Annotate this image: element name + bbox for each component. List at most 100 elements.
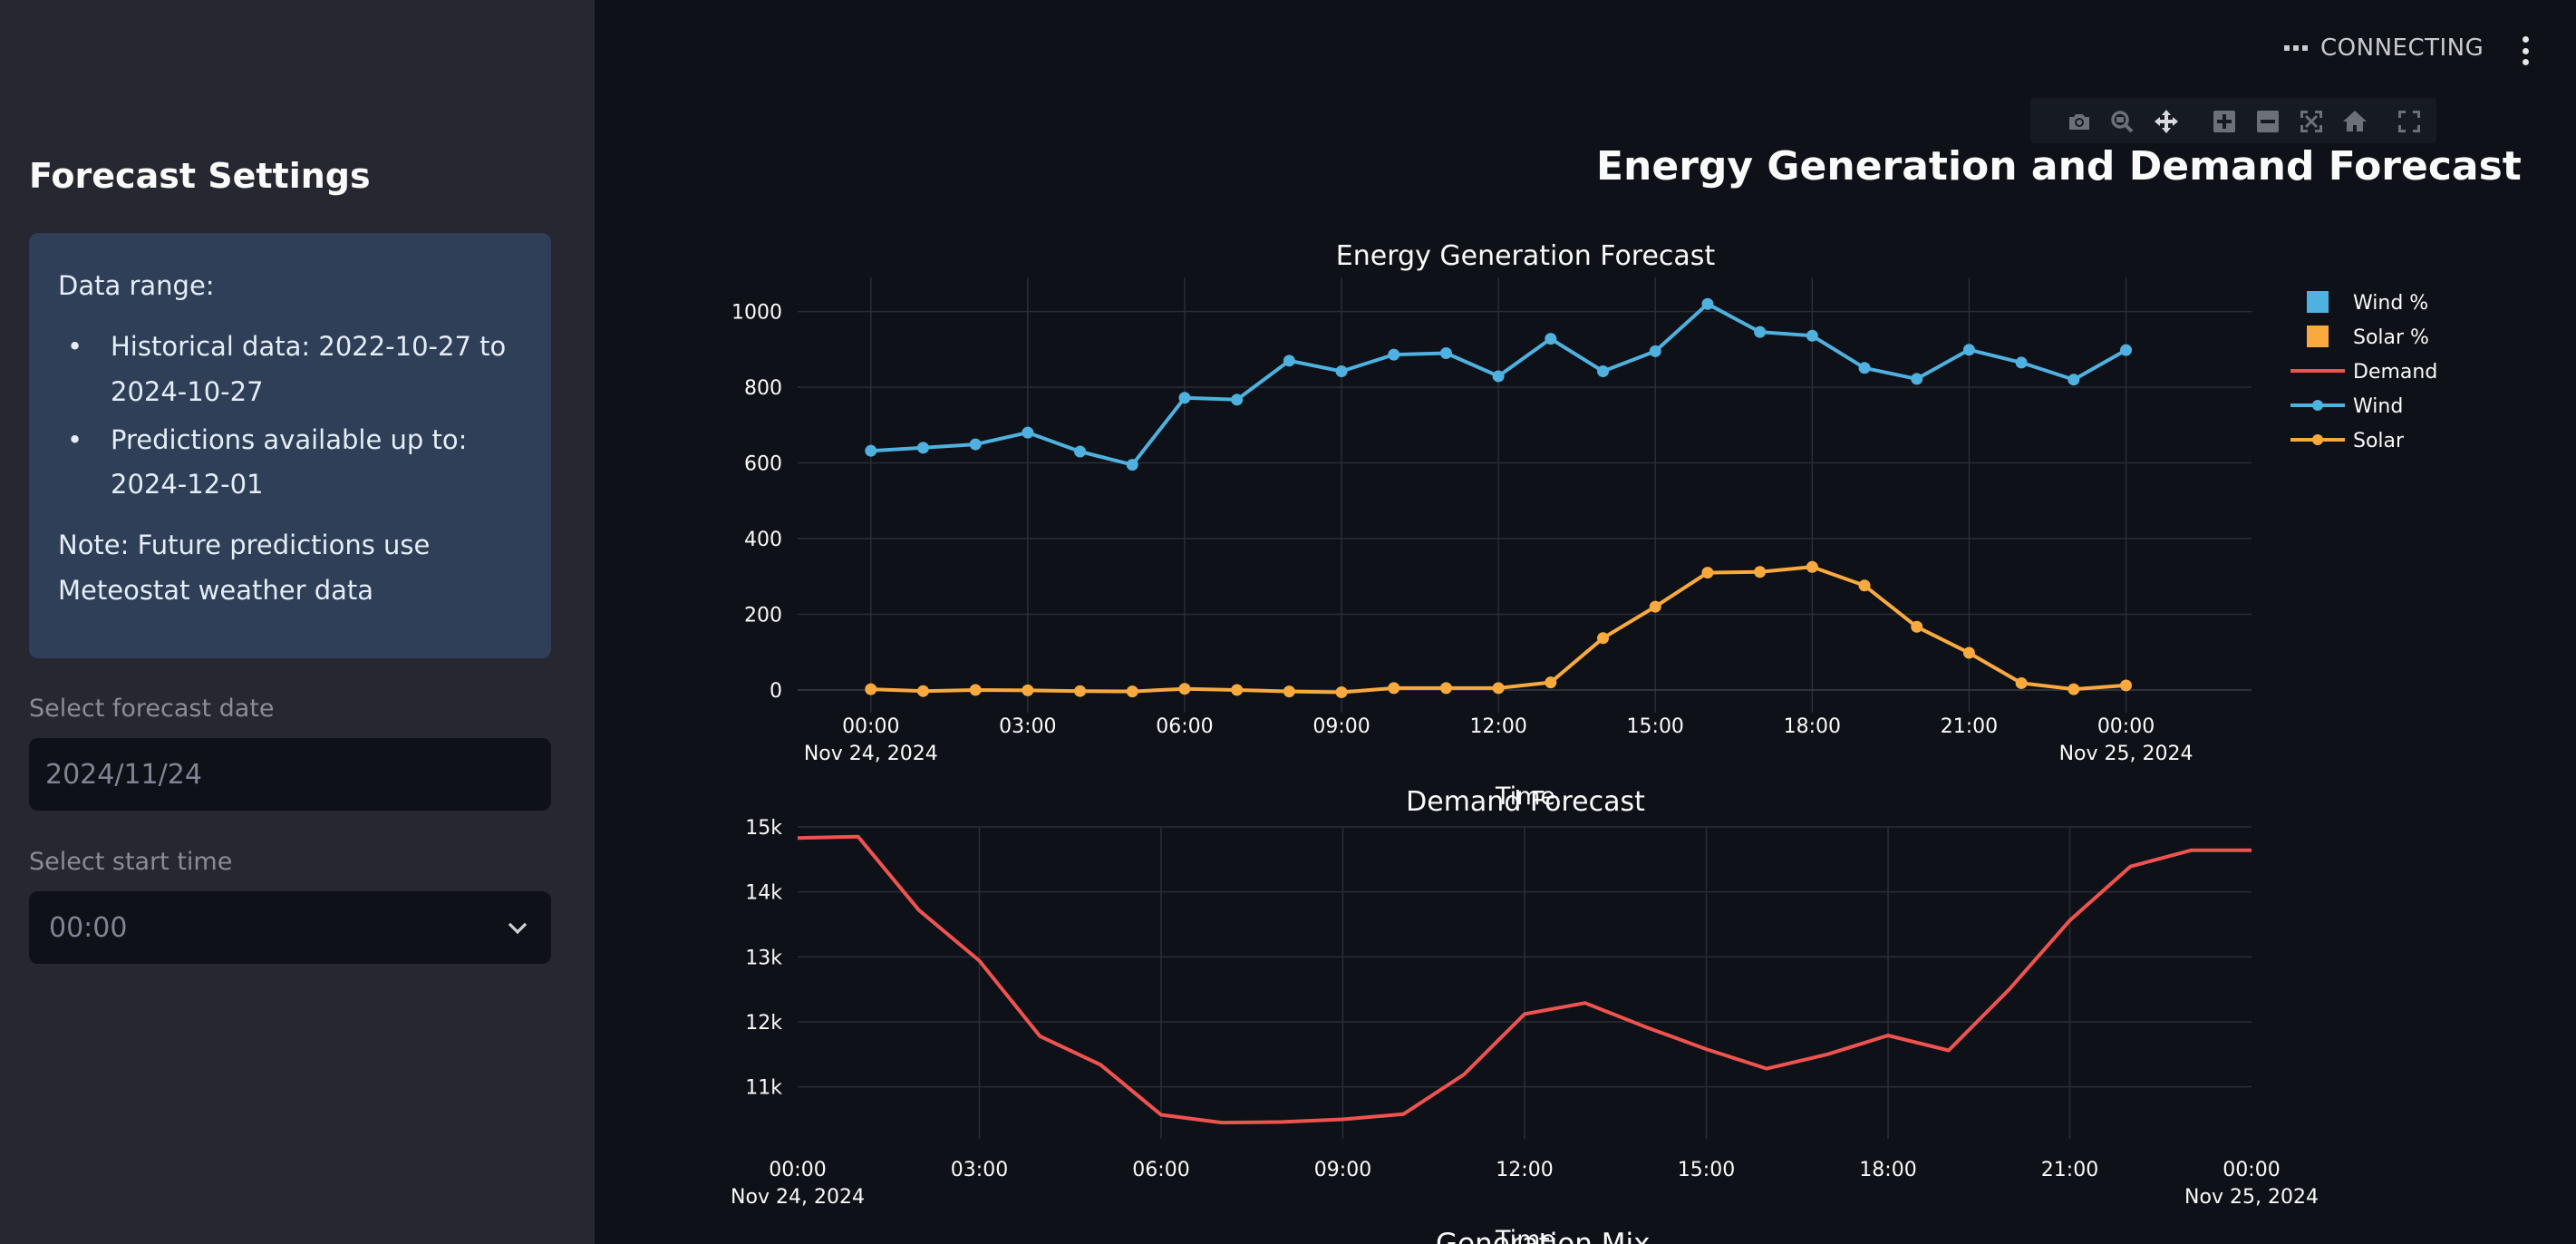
connecting-dots-icon [2284,45,2308,51]
forecast-date-label: Select forecast date [29,695,275,723]
wind-point [1858,362,1871,374]
solar-point [1597,632,1610,645]
gen-x-tick-label: 09:00 [1312,715,1370,738]
legend-label: Wind % [2353,292,2428,315]
wind-point [1806,329,1818,342]
wind-point [1283,355,1295,367]
gen-x-tick-label: 00:00 [2097,715,2155,738]
wind-point [969,438,982,451]
dem-y-tick-label: 12k [745,1012,782,1035]
dem-y-tick-label: 13k [745,947,782,969]
camera-icon[interactable] [2067,109,2092,134]
info-list: Historical data: 2022-10-27 to 2024-10-2… [58,325,522,507]
connection-status-text: CONNECTING [2320,34,2484,62]
wind-point [1545,333,1557,345]
gen-y-tick-label: 800 [744,377,782,400]
generation-labels: 00:00 03:00 06:00 09:00 12:00 15:00 18:00 21:00… [731,302,2193,765]
fullscreen-icon[interactable] [2397,109,2422,134]
solar-point [969,684,982,696]
gen-y-tick-label: 600 [744,453,782,476]
wind-point [1701,297,1714,310]
legend-marker [2312,400,2323,411]
zoom-icon[interactable] [2109,109,2135,134]
generation-legend[interactable]: Wind % Solar % Demand Wind Solar [2290,291,2437,452]
dem-x-tick-label: 21:00 [2041,1159,2098,1181]
wind-point [865,444,877,457]
demand-xaxis-title: Time [1495,1226,1555,1244]
legend-item-demand: Demand [2290,361,2437,384]
legend-item-solar-pct: Solar % [2307,326,2429,349]
dem-y-tick-label: 14k [745,882,782,905]
legend-item-solar: Solar [2290,430,2405,452]
legend-swatch [2307,326,2329,347]
wind-point [1492,370,1505,383]
solar-point [1962,646,1975,659]
dem-x-tick-label: 09:00 [1314,1159,1371,1181]
dem-x-date-label: Nov 25, 2024 [2184,1186,2319,1209]
solar-point [1911,620,1923,633]
gen-y-tick-label: 0 [770,680,782,703]
main-menu-button[interactable] [2520,36,2531,65]
chart-modebar [2030,98,2436,143]
solar-point [1022,684,1034,696]
gen-x-tick-label: 03:00 [999,715,1056,738]
solar-point [1701,567,1714,579]
info-item-historical: Historical data: 2022-10-27 to 2024-10-2… [58,325,522,414]
gen-x-tick-label: 15:00 [1627,715,1684,738]
solar-point [2068,683,2080,695]
wind-point [1962,344,1975,356]
wind-point [1911,373,1923,385]
wind-point [916,442,929,454]
wind-point [1126,459,1138,471]
autoscale-icon[interactable] [2299,109,2324,134]
solar-point [1439,682,1452,695]
dem-x-tick-label: 18:00 [1859,1159,1916,1181]
solar-point [1754,566,1767,578]
solar-point [1492,682,1505,695]
gen-x-tick-label: 12:00 [1469,715,1526,738]
wind-point [1649,345,1661,357]
page-title: Energy Generation and Demand Forecast [1596,143,2522,190]
dem-x-tick-label: 00:00 [2223,1159,2280,1181]
zoom-out-icon[interactable] [2255,109,2281,134]
demand-series [797,834,2252,1125]
solar-point [2015,676,2028,689]
reset-axes-icon[interactable] [2342,109,2368,134]
legend-swatch [2307,291,2329,313]
generation-points [865,297,2133,698]
gen-y-tick-label: 1000 [731,302,782,325]
solar-point [1074,685,1087,697]
dem-x-tick-label: 12:00 [1496,1159,1553,1181]
wind-point [1388,348,1400,361]
forecast-date-input[interactable]: 2024/11/24 [29,738,551,811]
legend-item-wind: Wind [2290,395,2403,418]
wind-point [1754,326,1767,338]
pan-icon[interactable] [2154,109,2179,134]
generation-chart-title: Energy Generation Forecast [1336,240,1716,272]
solar-point [1806,560,1818,573]
gen-x-tick-label: 18:00 [1784,715,1841,738]
wind-point [2015,356,2028,369]
wind-point [2120,344,2133,356]
dem-x-tick-label: 03:00 [951,1159,1008,1181]
gen-x-date-label: Nov 25, 2024 [2059,743,2193,765]
start-time-select[interactable]: 00:00 [29,891,551,964]
wind-point [1178,392,1191,404]
zoom-in-icon[interactable] [2212,109,2237,134]
solar-point [1858,579,1871,592]
legend-label: Solar % [2353,326,2429,349]
demand-labels: 00:00 03:00 06:00 09:00 12:00 15:00 18:00 21:00… [731,817,2319,1209]
demand-line [797,834,2252,1125]
solar-point [1231,684,1244,696]
sidebar-title: Forecast Settings [29,156,371,196]
wind-point [2068,374,2080,386]
solar-point [1335,685,1348,698]
wind-point [1597,365,1610,378]
demand-grid [798,826,2252,1139]
dem-x-tick-label: 06:00 [1132,1159,1189,1181]
solar-point [916,685,929,697]
dem-x-tick-label: 15:00 [1678,1159,1735,1181]
dem-y-tick-label: 11k [745,1077,782,1100]
